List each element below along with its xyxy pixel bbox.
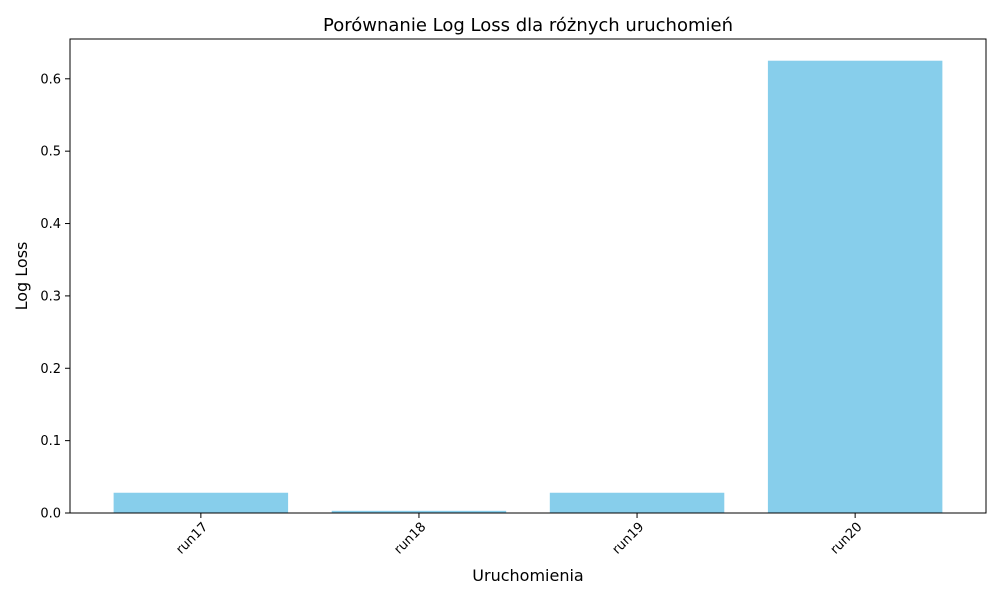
y-tick-label: 0.1 bbox=[40, 434, 61, 449]
plot-frame bbox=[69, 38, 987, 514]
x-tick-label-run20: run20 bbox=[828, 520, 866, 558]
y-tick-label: 0.5 bbox=[40, 145, 61, 160]
y-tick-label: 0.0 bbox=[40, 507, 61, 522]
x-axis: run17 run18 run19 run20 bbox=[173, 513, 865, 557]
y-tick-label: 0.4 bbox=[40, 217, 61, 232]
bar-run20 bbox=[767, 60, 943, 514]
y-tick-label: 0.3 bbox=[40, 289, 61, 304]
bar-run18 bbox=[331, 510, 507, 513]
x-tick-label-run17: run17 bbox=[173, 520, 211, 558]
y-tick-label: 0.6 bbox=[40, 72, 61, 87]
x-tick-label-run18: run18 bbox=[392, 520, 430, 558]
y-axis: 0.0 0.1 0.2 0.3 0.4 0.5 0.6 bbox=[40, 72, 70, 522]
x-tick-label-run19: run19 bbox=[610, 520, 648, 558]
chart-title: Porównanie Log Loss dla różnych uruchomi… bbox=[323, 15, 733, 36]
plot-area bbox=[69, 38, 987, 514]
y-axis-label: Log Loss bbox=[12, 242, 31, 311]
x-axis-label: Uruchomienia bbox=[472, 566, 583, 585]
bars-layer bbox=[113, 60, 943, 514]
bar-run19 bbox=[549, 492, 725, 513]
y-tick-label: 0.2 bbox=[40, 362, 61, 377]
bar-run17 bbox=[113, 492, 289, 513]
